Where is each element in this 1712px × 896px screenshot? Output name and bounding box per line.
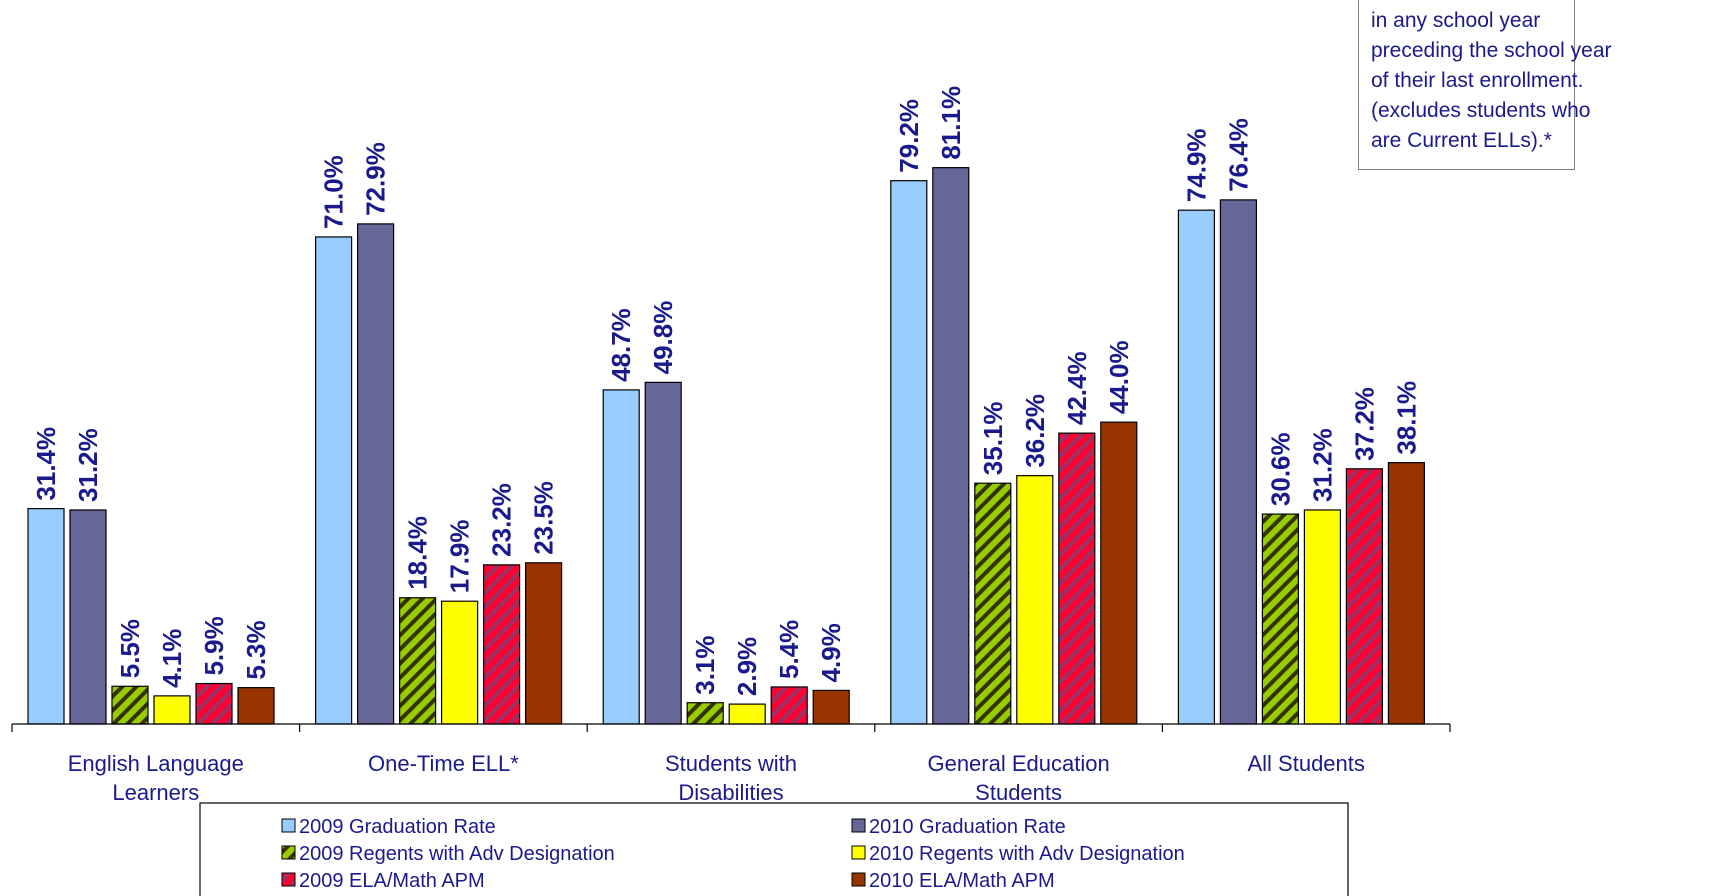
bar-3-1 (111, 685, 149, 725)
data-label: 48.7% (606, 308, 636, 382)
bar-1-1 (27, 507, 65, 725)
legend-swatch (851, 845, 866, 860)
legend-label: 2009 Graduation Rate (299, 816, 496, 838)
legend-box (199, 802, 1349, 896)
footnote-line: of their last enrollment. (1371, 69, 1584, 92)
bar-4-2 (441, 600, 479, 725)
data-label: 18.4% (403, 516, 433, 590)
bar-1-4 (890, 180, 928, 725)
data-label: 71.0% (319, 155, 349, 229)
bar-3-2 (399, 597, 437, 725)
bar-6-5 (1387, 462, 1426, 725)
legend: 2009 Graduation Rate 2010 Graduation Rate… (199, 802, 1349, 896)
bar-2-5 (1219, 199, 1258, 725)
data-label: 49.8% (648, 301, 678, 375)
bar-1-2 (315, 236, 353, 725)
footnote-line: preceding the school year (1371, 39, 1612, 62)
bar-3-4 (974, 482, 1012, 725)
bar-5-2 (483, 564, 521, 725)
footnote-line: (excludes students who (1371, 99, 1591, 122)
data-label: 23.5% (529, 481, 559, 555)
data-label: 31.2% (1307, 428, 1337, 502)
bar-6-3 (812, 689, 850, 725)
data-label: 35.1% (978, 401, 1008, 475)
legend-label: 2010 ELA/Math APM (869, 870, 1055, 892)
bar-4-1 (153, 695, 191, 725)
legend-swatch (851, 818, 866, 833)
bar-1-5 (1177, 209, 1216, 725)
bar-6-4 (1100, 421, 1138, 725)
legend-label: 2010 Graduation Rate (869, 816, 1066, 838)
data-label: 4.1% (157, 629, 187, 688)
legend-label: 2010 Regents with Adv Designation (869, 843, 1185, 865)
x-tick-label: Students with (665, 751, 797, 776)
x-axis: English Language Learners One-Time ELL* Stu… (11, 723, 1451, 805)
bar-2-1 (69, 509, 107, 725)
bar-4-3 (728, 703, 766, 725)
footnote-line: in any school year (1371, 9, 1541, 32)
data-labels-layer: 31.4% 71.0% 48.7% 79.2% 74.9% 31.2% 72.9% 49.8%… (31, 86, 1421, 696)
legend-swatch (281, 818, 296, 833)
legend-swatch (281, 845, 296, 860)
bar-4-4 (1016, 475, 1054, 725)
data-label: 72.9% (361, 142, 391, 216)
data-label: 5.5% (115, 619, 145, 678)
legend-swatch (281, 872, 296, 887)
bar-2-3 (644, 381, 682, 725)
x-tick-label: English Language (68, 751, 244, 776)
data-label: 31.4% (31, 427, 61, 501)
footnote-line: are Current ELLs).* (1371, 129, 1552, 152)
footnote-box: in any school year preceding the school y… (1358, 0, 1612, 170)
bar-3-5 (1261, 513, 1300, 725)
bars-layer (27, 167, 1426, 725)
data-label: 23.2% (487, 483, 517, 557)
x-tick-label: General Education (927, 751, 1109, 776)
data-label: 44.0% (1104, 340, 1134, 414)
bar-5-1 (195, 682, 233, 725)
bar-1-3 (602, 389, 640, 725)
legend-label: 2009 Regents with Adv Designation (299, 843, 615, 865)
bar-2-2 (357, 223, 395, 725)
x-tick-label: All Students (1247, 751, 1364, 776)
x-tick-label: Students (975, 780, 1062, 805)
data-label: 17.9% (445, 519, 475, 593)
data-label: 5.4% (774, 620, 804, 679)
data-label: 4.9% (816, 623, 846, 682)
data-label: 38.1% (1391, 381, 1421, 455)
bar-6-2 (524, 562, 563, 725)
data-label: 3.1% (690, 635, 720, 694)
data-label: 37.2% (1349, 387, 1379, 461)
data-label: 76.4% (1223, 118, 1253, 192)
x-tick-label: Learners (112, 780, 199, 805)
data-label: 5.3% (241, 620, 271, 679)
x-tick-label: One-Time ELL* (368, 751, 519, 776)
data-label: 5.9% (199, 616, 229, 675)
legend-label: 2009 ELA/Math APM (299, 870, 485, 892)
bar-3-3 (686, 702, 724, 725)
data-label: 2.9% (732, 637, 762, 696)
data-label: 42.4% (1062, 351, 1092, 425)
data-label: 36.2% (1020, 394, 1050, 468)
bar-4-5 (1303, 509, 1342, 725)
data-label: 31.2% (73, 428, 103, 502)
data-label: 79.2% (894, 99, 924, 173)
data-label: 74.9% (1181, 128, 1211, 202)
bar-2-4 (932, 167, 970, 725)
data-label: 81.1% (936, 86, 966, 160)
bar-5-3 (770, 686, 808, 725)
x-tick-label: Disabilities (678, 780, 783, 805)
legend-swatch (851, 872, 866, 887)
bar-5-5 (1345, 468, 1384, 725)
bar-6-1 (237, 687, 275, 725)
data-label: 30.6% (1265, 432, 1295, 506)
bar-5-4 (1058, 432, 1096, 725)
